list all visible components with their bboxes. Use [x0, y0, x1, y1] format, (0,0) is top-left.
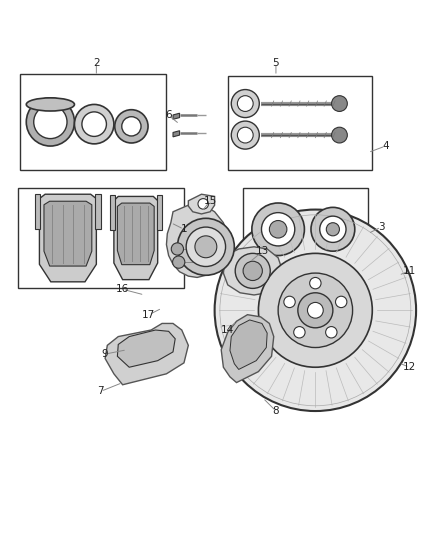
Circle shape [26, 98, 74, 146]
Circle shape [332, 127, 347, 143]
Circle shape [177, 219, 234, 275]
Circle shape [243, 261, 262, 280]
Circle shape [82, 112, 106, 136]
Text: 16: 16 [116, 284, 129, 294]
Circle shape [311, 207, 355, 251]
Text: 3: 3 [378, 222, 385, 232]
Circle shape [261, 213, 295, 246]
Ellipse shape [26, 98, 74, 111]
Polygon shape [117, 203, 154, 265]
Circle shape [237, 127, 253, 143]
Polygon shape [223, 247, 283, 295]
Text: 17: 17 [142, 310, 155, 320]
Circle shape [173, 256, 185, 268]
Circle shape [336, 296, 347, 308]
Circle shape [326, 223, 339, 236]
Circle shape [258, 253, 372, 367]
Bar [157, 195, 162, 230]
Bar [95, 194, 101, 229]
Polygon shape [20, 74, 166, 170]
Polygon shape [114, 197, 158, 280]
Polygon shape [44, 201, 92, 266]
Circle shape [320, 216, 346, 243]
Polygon shape [221, 314, 274, 383]
Polygon shape [188, 194, 215, 214]
Bar [35, 194, 40, 229]
Polygon shape [39, 194, 96, 282]
Circle shape [231, 90, 259, 118]
Text: 13: 13 [256, 246, 269, 256]
Text: 14: 14 [221, 325, 234, 335]
Circle shape [171, 243, 184, 255]
Polygon shape [173, 131, 180, 137]
Text: 8: 8 [272, 406, 279, 416]
Circle shape [115, 110, 148, 143]
Circle shape [186, 227, 226, 266]
Polygon shape [243, 188, 368, 271]
Text: 5: 5 [272, 58, 279, 68]
Polygon shape [228, 76, 372, 170]
Text: 11: 11 [403, 266, 416, 276]
Circle shape [215, 209, 416, 411]
Circle shape [34, 106, 67, 139]
Circle shape [294, 327, 305, 338]
Polygon shape [105, 324, 188, 385]
Text: 2: 2 [93, 58, 100, 68]
Circle shape [237, 96, 253, 111]
Circle shape [198, 199, 208, 209]
Text: 9: 9 [102, 349, 109, 359]
Circle shape [122, 117, 141, 136]
Circle shape [307, 302, 323, 318]
Text: 4: 4 [382, 141, 389, 151]
Circle shape [310, 278, 321, 289]
Circle shape [284, 296, 295, 308]
Bar [110, 195, 115, 230]
Text: 15: 15 [204, 196, 217, 206]
Polygon shape [230, 320, 267, 369]
Circle shape [235, 253, 270, 288]
Circle shape [332, 96, 347, 111]
Circle shape [298, 293, 333, 328]
Text: 12: 12 [403, 362, 416, 372]
Circle shape [278, 273, 353, 348]
Polygon shape [173, 113, 180, 119]
Circle shape [195, 236, 217, 258]
Text: 7: 7 [97, 386, 104, 397]
Circle shape [269, 221, 287, 238]
Polygon shape [117, 330, 175, 367]
Text: 1: 1 [180, 224, 187, 235]
Polygon shape [18, 188, 184, 288]
Text: 6: 6 [165, 110, 172, 120]
Circle shape [74, 104, 114, 144]
Circle shape [325, 327, 337, 338]
Circle shape [231, 121, 259, 149]
Polygon shape [166, 205, 228, 278]
Circle shape [252, 203, 304, 255]
